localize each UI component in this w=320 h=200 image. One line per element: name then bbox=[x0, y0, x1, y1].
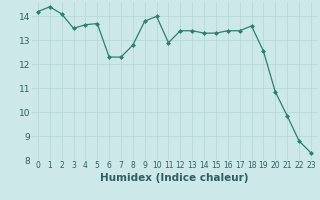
X-axis label: Humidex (Indice chaleur): Humidex (Indice chaleur) bbox=[100, 173, 249, 183]
